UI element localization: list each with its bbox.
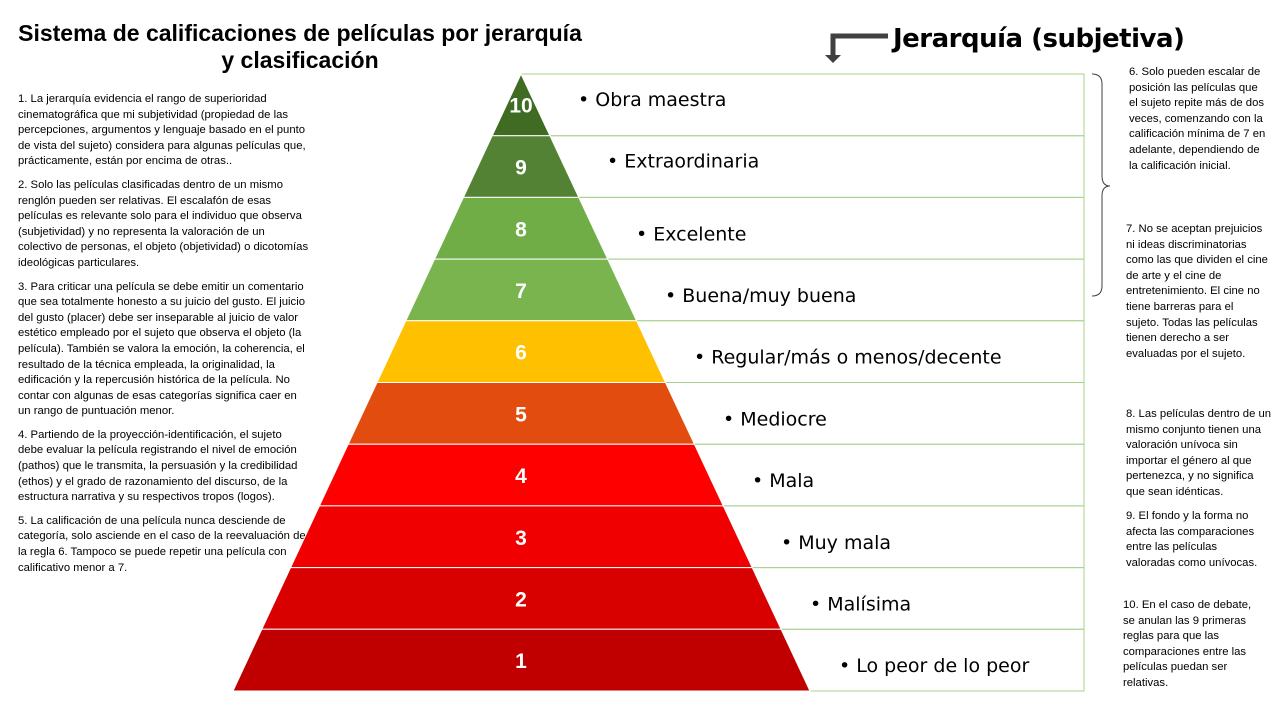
pyramid-level-1	[232, 628, 811, 692]
level-label-10: • Obra maestra	[578, 89, 726, 111]
level-number-5: 5	[515, 403, 527, 426]
rule-5: 5. La calificación de una película nunca…	[18, 514, 306, 574]
row-frame-line	[781, 628, 1085, 692]
level-number-4: 4	[515, 465, 527, 488]
level-number-2: 2	[515, 588, 527, 611]
page-title: Sistema de calificaciones de películas p…	[18, 20, 582, 73]
rule-3: 3. Para criticar una película se debe em…	[18, 280, 305, 418]
row-frame-line	[723, 505, 1085, 569]
level-label-5: • Mediocre	[723, 408, 827, 430]
rule-4: 4. Partiendo de la proyección-identifica…	[18, 428, 298, 504]
level-label-8: • Excelente	[636, 223, 746, 245]
bent-arrow-icon	[825, 33, 888, 63]
rule-2: 2. Solo las películas clasificadas dentr…	[18, 178, 309, 269]
level-number-3: 3	[515, 527, 527, 550]
level-number-1: 1	[515, 650, 527, 673]
level-number-7: 7	[515, 280, 527, 303]
level-number-8: 8	[515, 218, 527, 241]
rule-8: 8. Las películas dentro de un mismo conj…	[1126, 408, 1272, 498]
level-number-6: 6	[515, 342, 527, 365]
level-label-3: • Muy mala	[781, 532, 891, 554]
rules-left-column: 1. La jerarquía evidencia el rango de su…	[18, 92, 310, 584]
level-label-1: • Lo peor de lo peor	[839, 655, 1029, 677]
rule-10: 10. En el caso de debate, se anulan las …	[1123, 599, 1252, 689]
level-label-9: • Extraordinaria	[607, 151, 759, 173]
rule-1: 1. La jerarquía evidencia el rango de su…	[18, 93, 306, 168]
level-label-4: • Mala	[752, 470, 814, 492]
level-label-7: • Buena/muy buena	[665, 285, 856, 307]
level-label-6: • Regular/más o menos/decente	[694, 347, 1002, 369]
level-number-10: 10	[509, 94, 532, 117]
row-frame	[521, 73, 1085, 692]
rule-9: 9. El fondo y la forma no afecta las com…	[1126, 510, 1258, 569]
rule-7: 7. No se aceptan prejuicios ni ideas dis…	[1126, 223, 1268, 360]
rule-6: 6. Solo pueden escalar de posición las p…	[1129, 66, 1266, 172]
row-frame-line	[752, 567, 1085, 630]
level-number-9: 9	[515, 157, 527, 180]
hierarchy-label: Jerarquía (subjetiva)	[893, 24, 1185, 54]
curly-brace-icon	[1091, 73, 1111, 297]
level-label-2: • Malísima	[810, 593, 911, 615]
